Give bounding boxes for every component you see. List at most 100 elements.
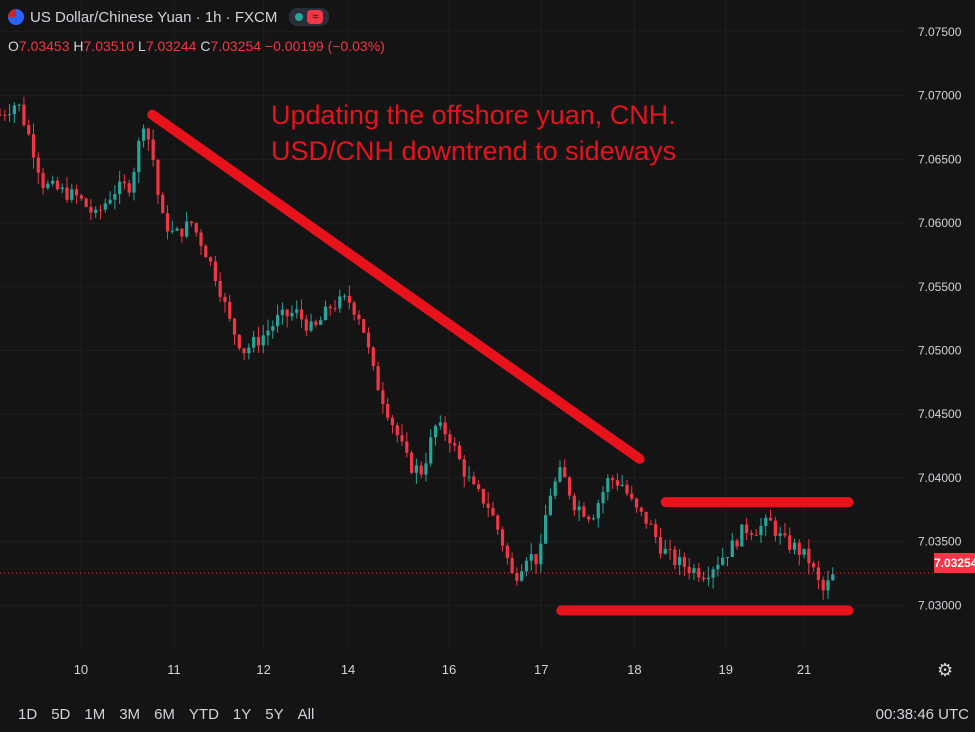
candle-body — [108, 199, 112, 204]
x-tick-label: 19 — [719, 662, 733, 677]
candle-body — [7, 114, 12, 116]
candle-body — [60, 187, 64, 190]
candle-body — [266, 330, 270, 336]
candle-body — [563, 467, 567, 478]
candle-body — [754, 534, 758, 536]
timeframe-ytd[interactable]: YTD — [188, 706, 219, 723]
symbol-title[interactable]: US Dollar/Chinese Yuan · 1h · FXCM — [30, 8, 278, 26]
y-tick-label: 7.05500 — [918, 280, 962, 294]
timeframe-1m[interactable]: 1M — [84, 706, 106, 723]
candle-body — [453, 443, 457, 446]
candle-body — [783, 533, 787, 536]
candle-body — [706, 577, 710, 580]
candle-body — [591, 518, 596, 520]
price-axis[interactable]: 7.07500 7.07000 7.06500 7.06000 7.05500 7.050… — [918, 25, 962, 613]
candle-body — [213, 261, 217, 282]
candle-body — [596, 503, 600, 519]
candle-body — [668, 548, 672, 550]
candle-body — [587, 516, 591, 520]
candle-body — [204, 245, 208, 258]
candle-body — [548, 495, 552, 516]
candle-body — [366, 332, 371, 348]
candle-body — [520, 571, 524, 581]
candle-body — [314, 321, 318, 325]
candle-body — [745, 524, 749, 534]
candle-body — [687, 566, 691, 573]
indicator-wave-icon: ≈ — [307, 10, 324, 24]
y-tick-label: 7.06500 — [918, 152, 962, 166]
candle-body — [740, 524, 744, 547]
timeframe-all[interactable]: All — [297, 706, 315, 723]
candle-body — [290, 312, 294, 317]
timeframe-3m[interactable]: 3M — [119, 706, 141, 723]
candle-body — [170, 230, 174, 232]
candle-body — [630, 493, 634, 499]
candle-body — [151, 139, 155, 160]
y-tick-label: 7.03000 — [918, 598, 962, 612]
candle-body — [678, 557, 682, 566]
candle-body — [673, 549, 677, 566]
candle-body — [256, 336, 261, 346]
candle-body — [371, 347, 375, 367]
candle-body — [146, 128, 150, 140]
candle-body — [567, 477, 572, 496]
candle-body — [180, 228, 184, 237]
candle-body — [247, 347, 251, 354]
time-axis[interactable]: 10 11 12 14 16 17 18 19 21 — [74, 662, 812, 677]
candle-body — [721, 557, 725, 565]
candle-body — [22, 104, 26, 126]
candle-body — [534, 554, 538, 565]
candle-body — [649, 523, 653, 525]
settings-gear-icon[interactable]: ⚙ — [937, 660, 954, 680]
candle-body — [79, 195, 83, 199]
candle-body — [175, 228, 179, 231]
candle-body — [773, 520, 777, 536]
candle-body — [582, 506, 586, 517]
market-status-icon — [295, 13, 304, 21]
candle-body — [271, 326, 275, 331]
x-tick-label: 12 — [256, 662, 270, 677]
change-value: −0.00199 (−0.03%) — [264, 38, 385, 54]
candle-body — [390, 417, 395, 426]
candle-body — [544, 515, 548, 544]
timeframe-5d[interactable]: 5D — [51, 706, 71, 723]
candlestick-series — [0, 96, 835, 600]
candle-body — [831, 574, 835, 581]
candle-body — [735, 540, 739, 547]
candle-body — [232, 318, 237, 335]
candle-body — [500, 529, 505, 546]
candle-body — [725, 557, 730, 559]
candle-body — [0, 114, 2, 116]
close-label: C — [200, 38, 211, 54]
candle-body — [410, 452, 414, 473]
candle-body — [299, 309, 304, 320]
utc-clock[interactable]: 00:38:46 UTC — [875, 706, 969, 723]
candle-body — [606, 478, 610, 492]
candle-body — [424, 463, 428, 475]
candle-body — [89, 206, 93, 213]
candle-body — [481, 488, 485, 504]
candle-body — [208, 257, 213, 262]
x-tick-label: 11 — [167, 662, 181, 677]
candle-body — [491, 507, 495, 516]
timeframe-1d[interactable]: 1D — [18, 706, 38, 723]
candle-body — [137, 140, 141, 173]
candle-body — [127, 183, 131, 193]
candle-body — [185, 221, 189, 237]
candle-body — [333, 308, 337, 310]
status-pill[interactable]: ≈ — [289, 8, 330, 26]
symbol-header[interactable]: US Dollar/Chinese Yuan · 1h · FXCM ≈ — [8, 8, 330, 26]
timeframe-5y[interactable]: 5Y — [265, 706, 284, 723]
timeframe-1y[interactable]: 1Y — [232, 706, 252, 723]
candle-body — [280, 309, 284, 316]
candle-body — [242, 348, 246, 354]
candle-body — [692, 568, 696, 573]
candle-body — [31, 134, 36, 158]
candle-body — [3, 114, 7, 116]
candle-body — [496, 515, 500, 530]
candle-body — [228, 302, 232, 319]
candle-body — [467, 476, 471, 478]
candle-body — [309, 321, 313, 331]
timeframe-6m[interactable]: 6M — [154, 706, 175, 723]
